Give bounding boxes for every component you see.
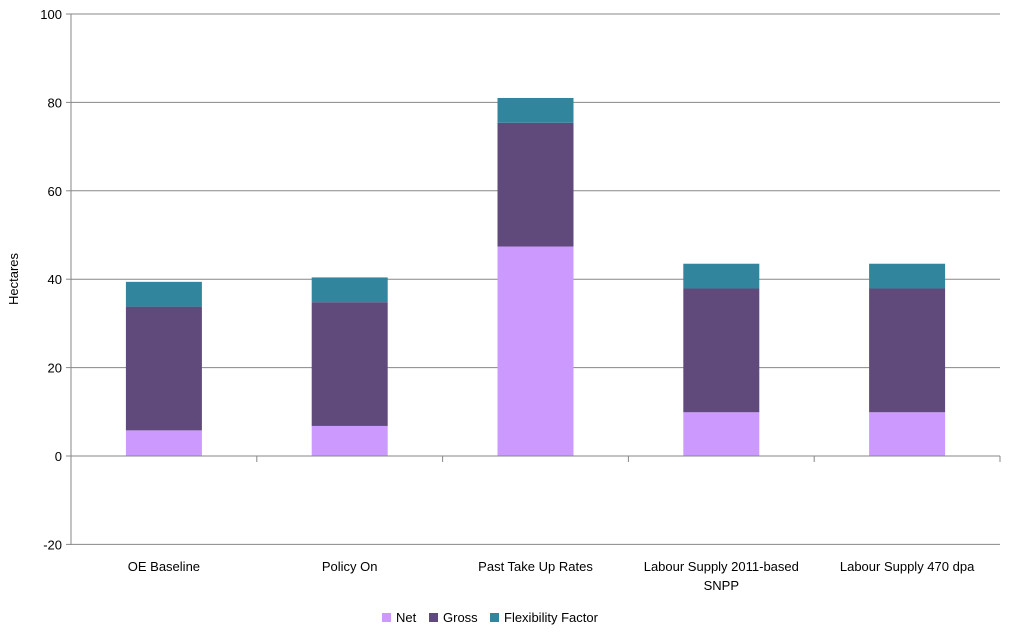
y-tick-label: 60	[48, 184, 62, 199]
legend-label: Net	[396, 610, 417, 625]
bar-gross	[311, 302, 388, 426]
bar-flexibility-factor	[497, 97, 574, 123]
bar-net	[869, 412, 946, 456]
bar-flexibility-factor	[869, 263, 946, 289]
legend-label: Gross	[443, 610, 478, 625]
legend-swatch	[429, 613, 438, 622]
bar-gross	[869, 288, 946, 413]
x-tick-label: Labour Supply 470 dpa	[840, 559, 975, 574]
bar-gross	[497, 122, 574, 247]
bar-net	[311, 425, 388, 456]
y-axis-title: Hectares	[6, 252, 21, 305]
legend-label: Flexibility Factor	[504, 610, 599, 625]
bars	[125, 97, 946, 456]
y-tick-label: 80	[48, 95, 62, 110]
x-tick-label: SNPP	[704, 578, 739, 593]
x-tick-label: Past Take Up Rates	[478, 559, 593, 574]
y-tick-label: -20	[43, 537, 62, 552]
x-tick-label: OE Baseline	[128, 559, 200, 574]
y-tick-label: 20	[48, 361, 62, 376]
bar-gross	[683, 288, 760, 413]
x-tick-label: Policy On	[322, 559, 378, 574]
bar-flexibility-factor	[125, 281, 202, 307]
legend-swatch	[490, 613, 499, 622]
bar-net	[683, 412, 760, 456]
legend: Net Gross Flexibility Factor	[382, 610, 599, 625]
x-tick-label: Labour Supply 2011-based	[644, 559, 799, 574]
bar-net	[497, 246, 574, 456]
bar-net	[125, 430, 202, 456]
bar-flexibility-factor	[683, 263, 760, 289]
y-tick-label: 0	[55, 449, 62, 464]
axes: -20 0 20 40 60 80 100 OE Baseline Policy On Past …	[40, 7, 1001, 593]
y-tick-label: 100	[40, 7, 62, 22]
bar-gross	[125, 306, 202, 431]
bar-flexibility-factor	[311, 277, 388, 303]
y-tick-label: 40	[48, 272, 62, 287]
legend-swatch	[382, 613, 391, 622]
